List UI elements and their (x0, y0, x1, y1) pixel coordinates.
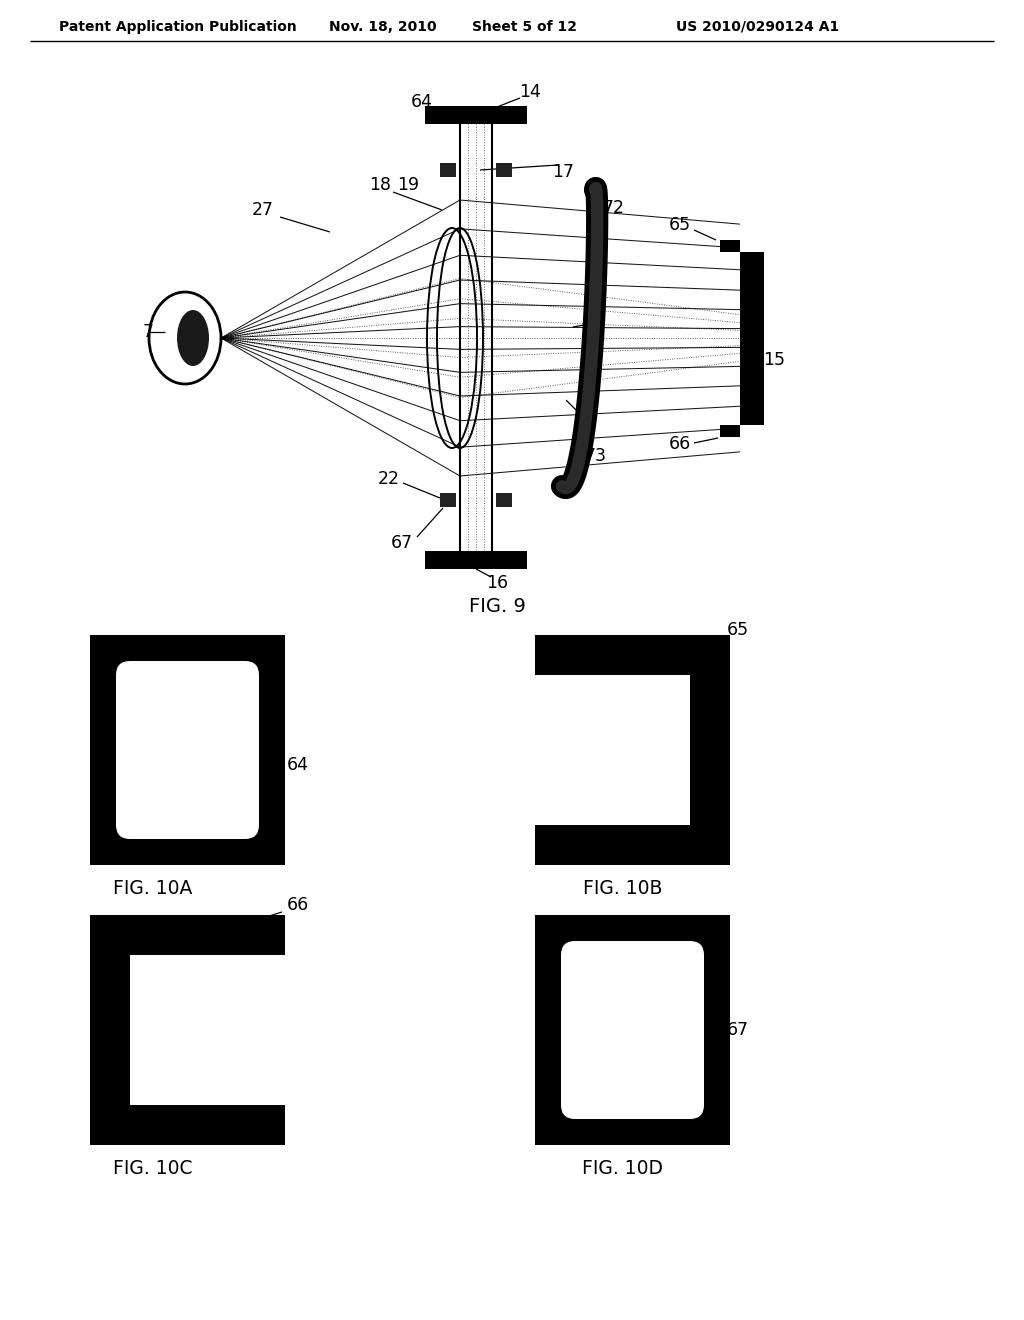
Text: FIG. 9: FIG. 9 (469, 598, 525, 616)
Bar (425, 550, 527, 569)
Text: 66: 66 (669, 436, 691, 453)
Text: 64: 64 (411, 92, 433, 111)
Bar (90, 915, 285, 954)
Text: 21: 21 (575, 403, 598, 421)
Bar (496, 162, 512, 177)
Text: 67: 67 (391, 535, 413, 552)
Text: 17: 17 (552, 162, 574, 181)
Text: 66: 66 (287, 896, 309, 913)
Bar (720, 240, 740, 252)
Text: FIG. 10D: FIG. 10D (583, 1159, 664, 1177)
Bar (90, 915, 130, 1144)
Text: 20: 20 (585, 313, 607, 331)
Bar (496, 492, 512, 507)
Text: US 2010/0290124 A1: US 2010/0290124 A1 (677, 20, 840, 34)
Text: 64: 64 (287, 756, 309, 774)
Ellipse shape (177, 310, 209, 366)
Text: 18: 18 (369, 176, 391, 194)
FancyBboxPatch shape (561, 941, 705, 1119)
Bar (535, 915, 730, 1144)
Bar (690, 635, 730, 865)
Bar (90, 1105, 285, 1144)
Bar (720, 425, 740, 437)
FancyBboxPatch shape (116, 661, 259, 840)
Text: Nov. 18, 2010: Nov. 18, 2010 (329, 20, 437, 34)
Text: 65: 65 (669, 216, 691, 234)
Bar (425, 106, 527, 124)
Text: 73: 73 (585, 447, 607, 465)
Text: Sheet 5 of 12: Sheet 5 of 12 (472, 20, 578, 34)
Text: 7: 7 (142, 323, 154, 341)
Bar (535, 635, 730, 675)
Bar (440, 492, 456, 507)
Text: 27: 27 (252, 201, 274, 219)
Text: FIG. 10A: FIG. 10A (114, 879, 193, 898)
Bar (90, 635, 285, 865)
Text: FIG. 10C: FIG. 10C (114, 1159, 193, 1177)
Text: Patent Application Publication: Patent Application Publication (59, 20, 297, 34)
Text: 67: 67 (727, 1020, 750, 1039)
Text: 65: 65 (727, 620, 750, 639)
Bar (535, 825, 730, 865)
Text: FIG. 10B: FIG. 10B (584, 879, 663, 898)
Bar (440, 162, 456, 177)
Text: 22: 22 (378, 470, 400, 488)
Text: 72: 72 (603, 199, 625, 216)
Text: 15: 15 (763, 351, 785, 370)
Bar (740, 252, 764, 425)
Text: 16: 16 (486, 574, 508, 591)
Text: 19: 19 (397, 176, 419, 194)
Text: 14: 14 (519, 83, 541, 102)
